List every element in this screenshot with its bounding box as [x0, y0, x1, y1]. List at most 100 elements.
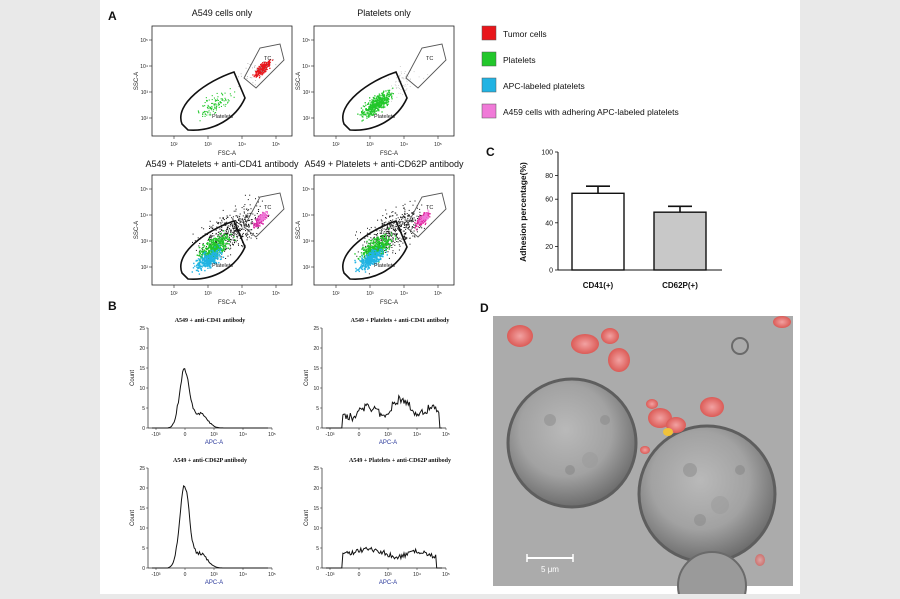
event-dot [378, 240, 380, 242]
event-dot [259, 225, 261, 227]
event-dot [408, 215, 410, 217]
event-dot [373, 252, 375, 255]
event-dot [375, 238, 377, 240]
event-dot [427, 209, 429, 211]
event-dot [275, 64, 277, 66]
event-dot [381, 238, 383, 240]
event-dot [226, 232, 228, 234]
event-dot [212, 249, 214, 251]
event-dot [231, 234, 233, 235]
event-dot [405, 85, 407, 87]
event-dot [398, 92, 400, 94]
event-dot [264, 70, 266, 72]
event-dot [381, 242, 383, 244]
event-dot [381, 220, 383, 222]
event-dot [215, 100, 217, 102]
event-dot [373, 241, 376, 244]
tc-gate-label: TC [426, 205, 433, 211]
event-dot [389, 224, 391, 226]
histogram-line [152, 485, 268, 569]
event-dot [400, 80, 402, 82]
event-dot [373, 109, 375, 111]
event-dot [395, 87, 397, 89]
event-dot [361, 248, 363, 250]
event-dot [258, 67, 260, 69]
event-dot [249, 194, 251, 196]
event-dot [392, 238, 394, 240]
event-dot [380, 253, 382, 255]
event-dot [213, 241, 215, 244]
event-dot [232, 232, 234, 234]
event-dot [385, 100, 387, 102]
event-dot [234, 233, 236, 235]
event-dot [202, 111, 204, 113]
event-dot [420, 223, 423, 226]
event-dot [408, 224, 410, 225]
plot-title: A549 cells only [192, 8, 253, 18]
event-dot [256, 233, 258, 234]
event-dot [247, 228, 249, 230]
event-dot [243, 205, 245, 207]
event-dot [372, 241, 374, 244]
event-dot [374, 260, 376, 262]
event-dot [369, 251, 371, 254]
event-dot [221, 221, 223, 223]
event-dot [386, 247, 388, 250]
event-dot [385, 246, 387, 248]
event-dot [381, 243, 383, 245]
event-dot [395, 229, 397, 231]
event-dot [219, 240, 221, 243]
event-dot [262, 70, 265, 72]
event-dot [400, 223, 402, 225]
event-dot [398, 244, 400, 246]
event-dot [263, 61, 264, 63]
event-dot [376, 105, 378, 107]
event-dot [392, 93, 394, 95]
event-dot [257, 227, 259, 229]
event-dot [405, 89, 406, 91]
event-dot [403, 207, 405, 209]
event-dot [411, 212, 413, 214]
event-dot [369, 112, 371, 115]
event-dot [359, 256, 361, 258]
event-dot [392, 225, 394, 227]
event-dot [371, 251, 373, 254]
event-dot [198, 246, 201, 249]
event-dot [219, 248, 221, 250]
event-dot [216, 106, 218, 108]
event-dot [406, 88, 408, 90]
event-dot [371, 101, 373, 103]
event-dot [216, 105, 218, 107]
event-dot [364, 114, 366, 116]
event-dot [374, 249, 376, 252]
event-dot [196, 259, 199, 262]
legend-swatch [481, 103, 497, 119]
event-dot [373, 103, 375, 106]
event-dot [402, 217, 404, 219]
event-dot [377, 103, 379, 105]
y-tick-label: 25 [313, 466, 319, 472]
event-dot [362, 265, 364, 267]
event-dot [220, 253, 223, 256]
event-dot [210, 106, 212, 108]
event-dot [370, 111, 373, 113]
event-dot [260, 221, 262, 223]
event-dot [223, 222, 225, 224]
event-dot [404, 227, 406, 229]
x-tick-label: 10² [170, 142, 178, 148]
event-dot [422, 215, 424, 217]
event-dot [220, 248, 222, 250]
event-dot [234, 240, 235, 242]
event-dot [415, 229, 418, 231]
event-dot [391, 85, 392, 87]
event-dot [386, 93, 388, 95]
event-dot [258, 70, 260, 72]
event-dot [262, 213, 264, 215]
event-dot [212, 242, 214, 244]
event-dot [221, 238, 223, 240]
event-dot [372, 113, 374, 116]
event-dot [411, 212, 413, 213]
event-dot [383, 101, 385, 103]
event-dot [219, 256, 221, 258]
tc-gate [243, 192, 285, 238]
